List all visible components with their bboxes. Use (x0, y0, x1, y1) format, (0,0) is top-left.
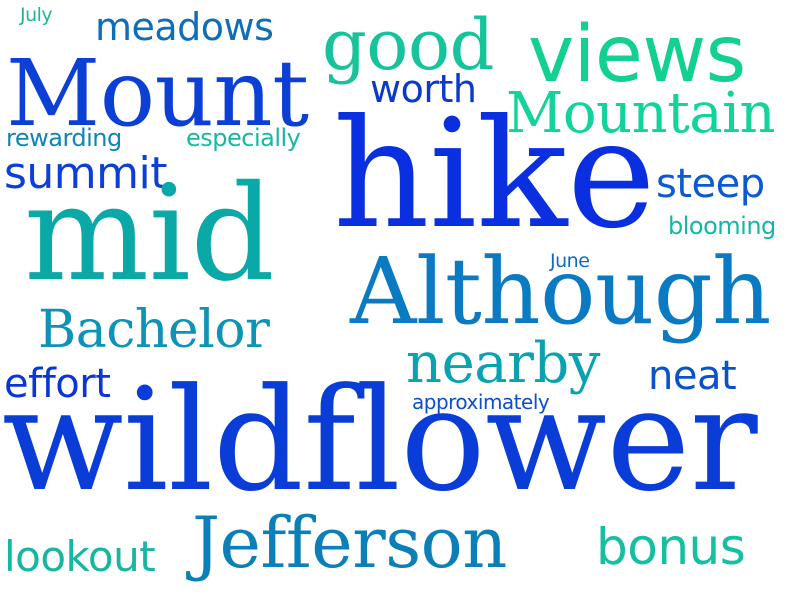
word-mount: Mount (6, 40, 309, 147)
word-although: Although (350, 238, 771, 345)
word-bachelor: Bachelor (38, 300, 270, 360)
word-blooming: blooming (668, 212, 776, 240)
word-steep: steep (656, 161, 765, 207)
word-approximately: approximately (412, 390, 550, 414)
word-views: views (528, 10, 746, 100)
word-good: good (322, 4, 494, 86)
word-mid: mid (24, 157, 275, 311)
word-meadows: meadows (95, 5, 274, 49)
word-bonus: bonus (596, 518, 746, 576)
word-rewarding: rewarding (6, 124, 122, 152)
word-hike: hike (333, 88, 656, 262)
word-summit: summit (4, 148, 168, 199)
word-june: June (550, 250, 590, 272)
word-especially: especially (186, 124, 301, 152)
word-nearby: nearby (406, 331, 600, 396)
word-july: July (20, 4, 53, 26)
word-jefferson: Jefferson (192, 502, 507, 584)
word-wildflower: wildflower (2, 358, 758, 523)
word-neat: neat (648, 353, 737, 399)
word-worth: worth (370, 67, 477, 111)
word-mountain: Mountain (506, 81, 776, 146)
word-effort: effort (4, 361, 111, 407)
word-lookout: lookout (4, 532, 156, 581)
